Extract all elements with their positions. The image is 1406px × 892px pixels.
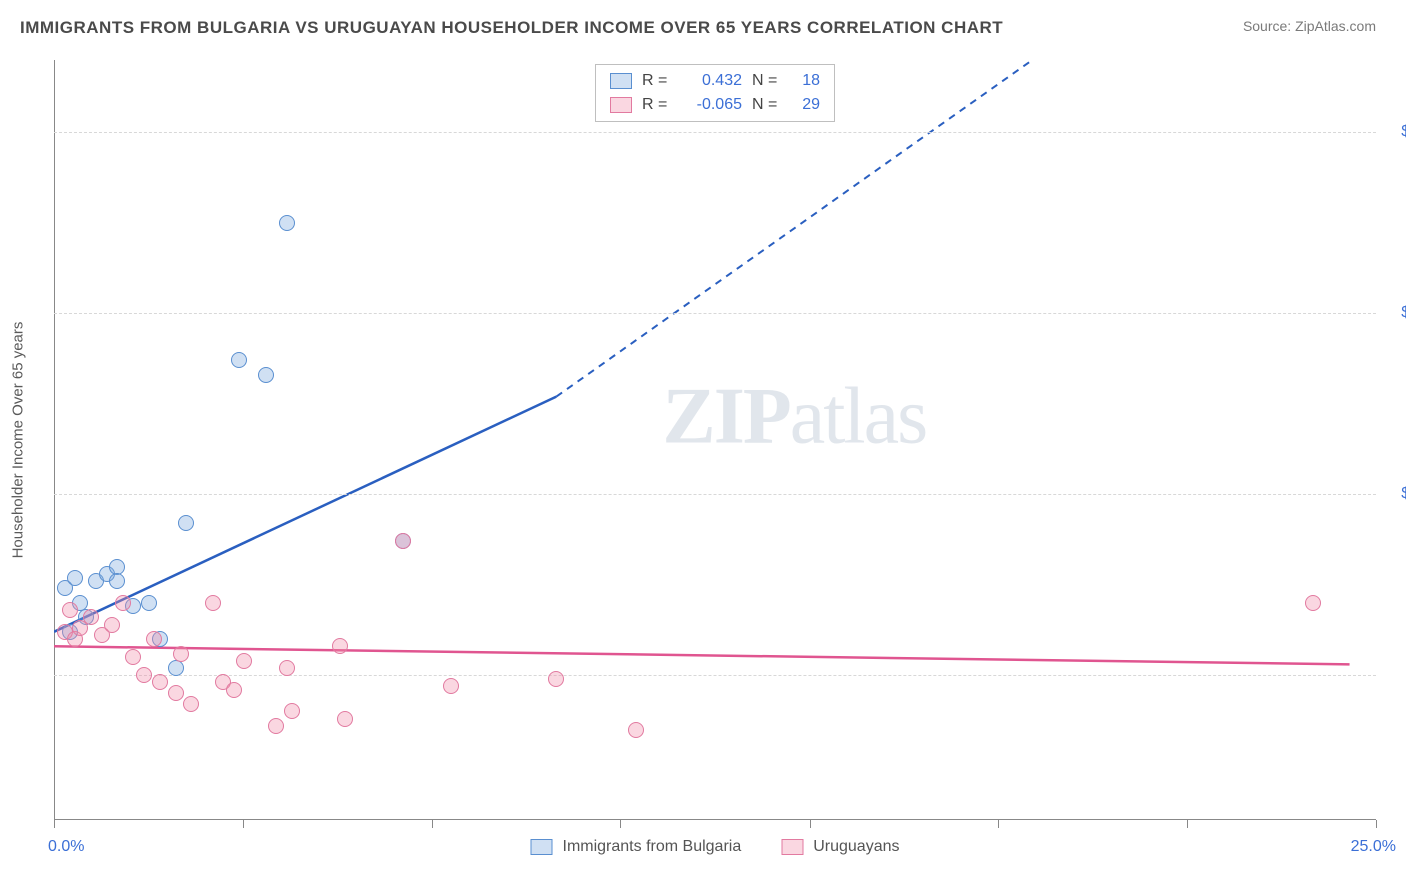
data-point [231, 352, 247, 368]
data-point [178, 515, 194, 531]
series-legend-entry: Uruguayans [781, 838, 899, 856]
legend-r-label: R = [642, 72, 670, 90]
legend-r-value: -0.065 [680, 96, 742, 114]
y-axis-line [54, 60, 55, 820]
data-point [173, 646, 189, 662]
data-point [279, 215, 295, 231]
x-tick [243, 820, 244, 828]
correlation-legend: R = 0.432 N = 18 R = -0.065 N = 29 [595, 64, 835, 122]
x-tick [620, 820, 621, 828]
x-tick [810, 820, 811, 828]
trend-lines-layer [54, 60, 1376, 820]
data-point [115, 595, 131, 611]
data-point [332, 638, 348, 654]
legend-swatch [610, 73, 632, 89]
data-point [104, 617, 120, 633]
series-name: Immigrants from Bulgaria [563, 838, 742, 856]
series-legend: Immigrants from Bulgaria Uruguayans [531, 838, 900, 856]
data-point [125, 649, 141, 665]
x-tick [998, 820, 999, 828]
gridline-h [54, 494, 1376, 495]
x-axis-line [54, 819, 1376, 820]
data-point [258, 367, 274, 383]
legend-swatch [531, 839, 553, 855]
y-tick-label: $200,000 [1384, 123, 1406, 141]
chart-title: IMMIGRANTS FROM BULGARIA VS URUGUAYAN HO… [20, 18, 1003, 38]
data-point [141, 595, 157, 611]
x-tick [1376, 820, 1377, 828]
data-point [67, 570, 83, 586]
data-point [1305, 595, 1321, 611]
x-tick [1187, 820, 1188, 828]
plot-region: ZIPatlas R =0.432N =18R =-0.065N =29 $50… [54, 60, 1376, 820]
y-tick-label: $100,000 [1384, 485, 1406, 503]
watermark: ZIPatlas [662, 372, 926, 463]
gridline-h [54, 132, 1376, 133]
data-point [548, 671, 564, 687]
data-point [284, 703, 300, 719]
x-axis-max-label: 25.0% [1351, 838, 1396, 856]
data-point [395, 533, 411, 549]
legend-n-label: N = [752, 96, 780, 114]
data-point [109, 573, 125, 589]
y-tick-label: $150,000 [1384, 304, 1406, 322]
y-axis-label: Householder Income Over 65 years [10, 322, 27, 559]
data-point [279, 660, 295, 676]
data-point [168, 685, 184, 701]
data-point [136, 667, 152, 683]
legend-n-label: N = [752, 72, 780, 90]
data-point [226, 682, 242, 698]
legend-swatch [610, 97, 632, 113]
data-point [236, 653, 252, 669]
data-point [268, 718, 284, 734]
legend-r-label: R = [642, 96, 670, 114]
data-point [168, 660, 184, 676]
legend-n-value: 29 [790, 96, 820, 114]
data-point [628, 722, 644, 738]
source-attribution: Source: ZipAtlas.com [1243, 18, 1376, 34]
legend-n-value: 18 [790, 72, 820, 90]
y-tick-label: $50,000 [1384, 666, 1406, 684]
series-legend-entry: Immigrants from Bulgaria [531, 838, 742, 856]
data-point [62, 602, 78, 618]
data-point [205, 595, 221, 611]
correlation-legend-row: R = -0.065 N = 29 [610, 93, 820, 117]
x-axis-min-label: 0.0% [48, 838, 84, 856]
series-name: Uruguayans [813, 838, 899, 856]
legend-r-value: 0.432 [680, 72, 742, 90]
data-point [183, 696, 199, 712]
data-point [152, 674, 168, 690]
gridline-h [54, 313, 1376, 314]
data-point [337, 711, 353, 727]
legend-swatch [781, 839, 803, 855]
correlation-legend-row: R = 0.432 N = 18 [610, 69, 820, 93]
x-tick [54, 820, 55, 828]
data-point [146, 631, 162, 647]
chart-area: Householder Income Over 65 years ZIPatla… [54, 60, 1376, 820]
gridline-h [54, 675, 1376, 676]
data-point [83, 609, 99, 625]
data-point [443, 678, 459, 694]
x-tick [432, 820, 433, 828]
